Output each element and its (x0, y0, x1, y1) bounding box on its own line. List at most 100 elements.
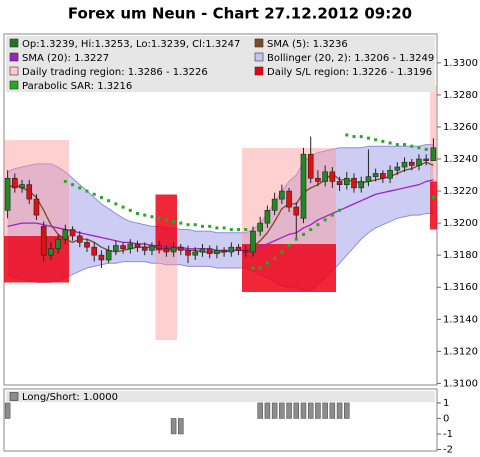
candle-body (358, 181, 365, 189)
sar-dot (186, 223, 190, 227)
candle-body (141, 246, 148, 251)
sar-dot (85, 189, 89, 193)
region-segment (249, 147, 257, 244)
sar-dot (99, 195, 103, 199)
y-tick-label: 1.3100 (443, 378, 478, 389)
candle-body (228, 246, 235, 253)
candle-body (322, 171, 328, 182)
region-segment (47, 139, 55, 236)
sar-dot (345, 133, 349, 137)
sar-dot (381, 139, 385, 143)
y-tick-label: 1.3120 (443, 346, 478, 357)
candle-body (40, 226, 47, 256)
legend-label: SMA (20): 1.3227 (22, 53, 109, 64)
region-segment (40, 139, 48, 236)
bar (300, 402, 307, 419)
sar-dot (323, 218, 327, 222)
bar (264, 402, 271, 419)
candle-body (33, 198, 40, 216)
legend-swatch (9, 392, 19, 401)
legend-swatch (254, 66, 264, 76)
candle-body (4, 177, 11, 211)
candle-body (120, 245, 126, 250)
y-tick-label: 1.3200 (443, 218, 478, 229)
sar-dot (244, 228, 248, 232)
y-tick-label: 1.3180 (443, 250, 478, 261)
region-segment (242, 147, 250, 244)
region-segment (32, 235, 41, 283)
candle-body (55, 238, 61, 250)
sar-dot (294, 237, 298, 241)
candle-body (401, 161, 408, 168)
sar-dot (208, 224, 212, 228)
sar-dot (316, 223, 320, 227)
region-segment (162, 250, 170, 341)
candle-body (257, 222, 263, 232)
sar-dot (150, 215, 154, 219)
candle-body (423, 158, 429, 161)
sar-dot (265, 261, 269, 265)
candle-body (134, 243, 141, 248)
candle-body (178, 246, 184, 251)
candle-body (170, 246, 177, 253)
candle-body (156, 245, 162, 250)
region-segment (155, 194, 163, 251)
legend-layer: Op:1.3239, Hi:1.3253, Lo:1.3239, Cl:1.32… (6, 36, 435, 403)
candle-body (105, 250, 112, 261)
sar-dot (114, 202, 118, 206)
grid-layer: 1.3100 1.3120 1.3140 1.3160 1.3180 1.3200 1.32… (437, 58, 478, 455)
legend-swatch (9, 38, 19, 48)
region-segment (162, 194, 170, 251)
sar-dot (215, 226, 219, 230)
sma-line (7, 179, 434, 252)
sar-dot (431, 195, 435, 199)
y-tick-label: 1.3260 (443, 122, 478, 133)
region-segment (321, 243, 329, 293)
main-layer (4, 85, 437, 435)
y-tick-label: 1.3140 (443, 314, 478, 325)
candle-body (250, 230, 256, 253)
legend-label: Daily S/L region: 1.3226 - 1.3196 (267, 67, 432, 78)
candle-body (286, 190, 292, 208)
sar-dot (107, 199, 111, 203)
sar-dot (143, 213, 147, 217)
sar-dot (157, 216, 161, 220)
sar-dot (338, 208, 342, 212)
candle-body (19, 184, 25, 189)
candle-body (329, 171, 336, 182)
sar-dot (352, 135, 356, 139)
bollinger-lower (7, 213, 434, 291)
region-segment (429, 181, 437, 230)
candle-body (351, 177, 357, 189)
sar-dot (410, 144, 414, 148)
y-tick-label: 1 (443, 398, 449, 409)
legend-box (6, 36, 435, 92)
sub-legend-box (6, 391, 435, 402)
bar (329, 402, 336, 419)
bar (271, 402, 278, 419)
sar-dot (193, 223, 197, 227)
chart-title: Forex um Neun - Chart 27.12.2012 09:20 (68, 5, 412, 23)
sar-dot (258, 266, 262, 270)
y-tick-label: 1.3220 (443, 186, 478, 197)
bar (286, 402, 292, 419)
candle-body (12, 177, 18, 189)
sar-dot (330, 213, 334, 217)
sar-dot (309, 228, 313, 232)
region-segment (54, 139, 62, 236)
candle-body (113, 245, 119, 251)
candle-body (84, 242, 90, 248)
candle-body (315, 177, 321, 182)
candle-body (91, 246, 98, 256)
sar-dot (424, 147, 428, 151)
bar (257, 402, 263, 419)
candle-body (62, 229, 69, 240)
region-segment (263, 147, 272, 244)
sar-dot (78, 186, 82, 190)
candle-body (372, 173, 379, 177)
candle-body (192, 251, 199, 256)
candle-body (408, 161, 415, 166)
region-segment (285, 243, 293, 293)
candle-body (416, 158, 422, 166)
